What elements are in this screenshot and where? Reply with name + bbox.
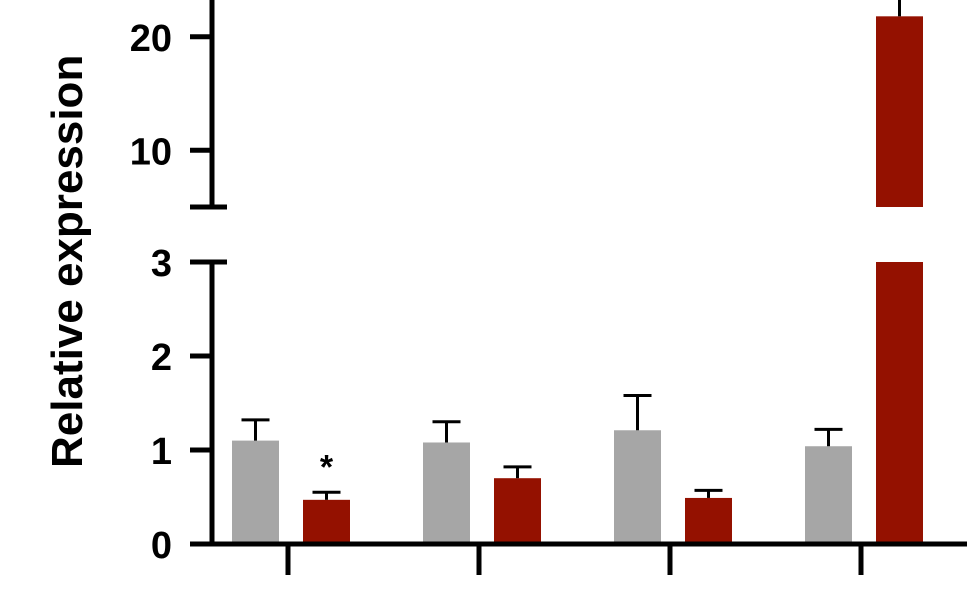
significance-marker: * (320, 448, 334, 486)
bar (805, 446, 852, 544)
y-tick-label: 20 (130, 18, 172, 60)
bars-layer (232, 16, 923, 544)
bar (685, 497, 732, 544)
y-tick-label: 3 (151, 243, 172, 285)
bar (494, 478, 541, 544)
error-bars-layer (241, 0, 901, 500)
bar (423, 442, 470, 544)
annotations-layer: * (320, 448, 334, 486)
y-tick-label: 10 (130, 131, 172, 173)
y-axis: 0 1 2 3 10 20 (130, 0, 227, 567)
bar-lower-segment (876, 262, 923, 544)
y-tick-label: 1 (151, 431, 172, 473)
x-axis (212, 541, 967, 575)
y-axis-label: Relative expression (43, 55, 92, 468)
y-tick-label: 2 (151, 337, 172, 379)
y-tick-label: 0 (151, 525, 172, 567)
bar (232, 440, 279, 544)
bar-upper-segment (876, 16, 923, 207)
bar (303, 499, 350, 544)
bar (614, 430, 661, 544)
